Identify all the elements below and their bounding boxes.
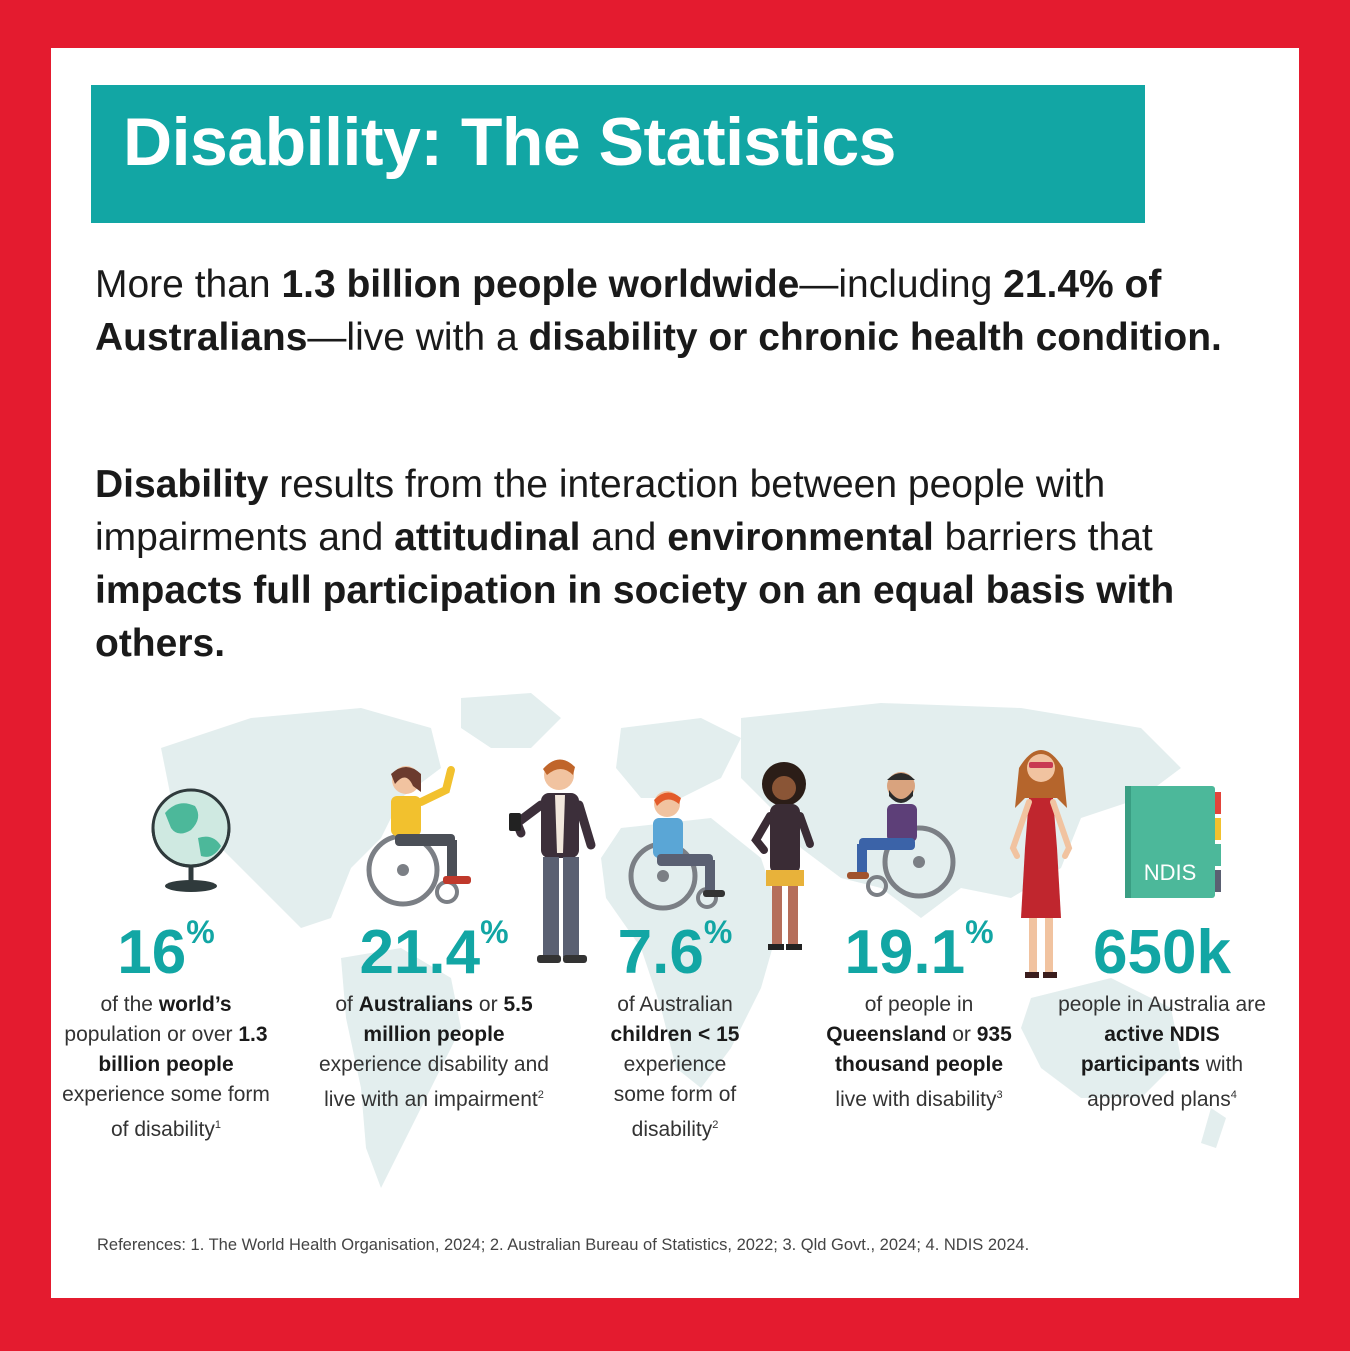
world-map-background [161, 693, 1226, 1188]
map-australia [1021, 978, 1181, 1098]
body-text: population or over [64, 1023, 239, 1046]
footnote-ref: 1 [214, 1119, 221, 1131]
stat-description: people in Australia are active NDIS part… [1047, 990, 1277, 1115]
body-text: of people in [864, 993, 974, 1016]
body-text: results from the interaction between peo… [95, 463, 1106, 559]
intro-paragraph-2: Disability results from the interaction … [95, 458, 1225, 670]
emphasis-text: children < 15 [610, 1023, 740, 1046]
infographic-panel: Disability: The Statistics More than 1.3… [51, 48, 1299, 1298]
stat-column-ndis: 650k people in Australia are active NDIS… [1047, 918, 1277, 1115]
ndis-book-icon: NDIS [1125, 786, 1225, 898]
body-text: experience some form of disability [613, 1053, 737, 1141]
standing-woman-red-dress-illustration [1009, 750, 1073, 978]
emphasis-text: 1.3 billion people [98, 1023, 268, 1076]
map-new-zealand [1201, 1108, 1226, 1148]
footnote-ref: 3 [996, 1089, 1003, 1101]
emphasis-text: 5.5 million people [363, 993, 533, 1046]
emphasis-text: Disability [95, 463, 269, 506]
map-africa [601, 818, 781, 1088]
emphasis-text: 21.4% of Australians [95, 263, 1162, 359]
body-text: people in Australia are [1058, 993, 1266, 1016]
stat-value: 21.4% [359, 914, 509, 987]
ndis-book-label: NDIS [1143, 860, 1197, 885]
ndis-book-graphic [1125, 786, 1221, 898]
stat-description: of the world’s population or over 1.3 bi… [51, 990, 281, 1145]
emphasis-text: disability or chronic health condition. [528, 316, 1222, 359]
body-text: with approved plans [1087, 1053, 1244, 1111]
wheelchair-woman-illustration [366, 766, 471, 907]
wheelchair-boy-illustration [628, 791, 725, 911]
stat-value: 7.6% [617, 914, 733, 987]
emphasis-text: 935 thousand people [835, 1023, 1012, 1076]
stat-column-queensland: 19.1% of people in Queensland or 935 tho… [804, 914, 1034, 1115]
stat-column-world: 16% of the world’s population or over 1.… [51, 914, 281, 1145]
globe-icon [151, 788, 231, 892]
standing-man-illustration [509, 759, 596, 963]
emphasis-text: world’s [158, 993, 232, 1016]
body-text: —live with a [307, 316, 529, 359]
emphasis-text: active NDIS participants [1080, 1023, 1220, 1076]
intro-paragraph-1: More than 1.3 billion people worldwide—i… [95, 258, 1225, 364]
wheelchair-man-beard-illustration [847, 772, 956, 899]
stat-description: of Australians or 5.5 million people exp… [319, 990, 549, 1115]
title-banner: Disability: The Statistics [91, 85, 1145, 223]
body-text: or [946, 1023, 977, 1046]
emphasis-text: 1.3 billion people worldwide [281, 263, 800, 306]
map-greenland [461, 693, 561, 748]
page-title: Disability: The Statistics [123, 104, 896, 180]
stat-value: 650k [1093, 918, 1231, 987]
stat-column-australians: 21.4% of Australians or 5.5 million peop… [319, 914, 549, 1115]
footnote-ref: 2 [537, 1089, 544, 1101]
stat-description: of people in Queensland or 935 thousand … [804, 990, 1034, 1115]
body-text: More than [95, 263, 282, 306]
body-text: of [335, 993, 359, 1016]
emphasis-text: attitudinal [394, 516, 581, 559]
footnote-ref: 4 [1230, 1089, 1237, 1101]
stat-column-children: 7.6% of Australian children < 15 experie… [565, 914, 785, 1145]
body-text: or [473, 993, 504, 1016]
stat-description: of Australian children < 15 experience s… [565, 990, 785, 1145]
body-text: of Australian [617, 993, 733, 1016]
body-text: live with disability [835, 1088, 997, 1111]
body-text: barriers that [933, 516, 1153, 559]
emphasis-text: environmental [667, 516, 934, 559]
emphasis-text: Queensland [826, 1023, 947, 1046]
emphasis-text: impacts full participation in society on… [95, 569, 1175, 665]
body-text: experience disability and live with an i… [319, 1053, 549, 1111]
emphasis-text: Australians [358, 993, 474, 1016]
map-asia [741, 703, 1181, 918]
body-text: and [580, 516, 668, 559]
body-text: experience some form of disability [62, 1083, 270, 1141]
standing-woman-afro-illustration [751, 762, 814, 950]
map-south-america [341, 948, 461, 1188]
stat-value: 19.1% [844, 914, 994, 987]
stat-value: 16% [117, 914, 215, 987]
map-europe [616, 718, 741, 798]
footnote-ref: 2 [712, 1119, 719, 1131]
body-text: —including [799, 263, 1004, 306]
body-text: of the [100, 993, 159, 1016]
map-north-america [161, 708, 441, 928]
references-footnote: References: 1. The World Health Organisa… [97, 1236, 1030, 1254]
